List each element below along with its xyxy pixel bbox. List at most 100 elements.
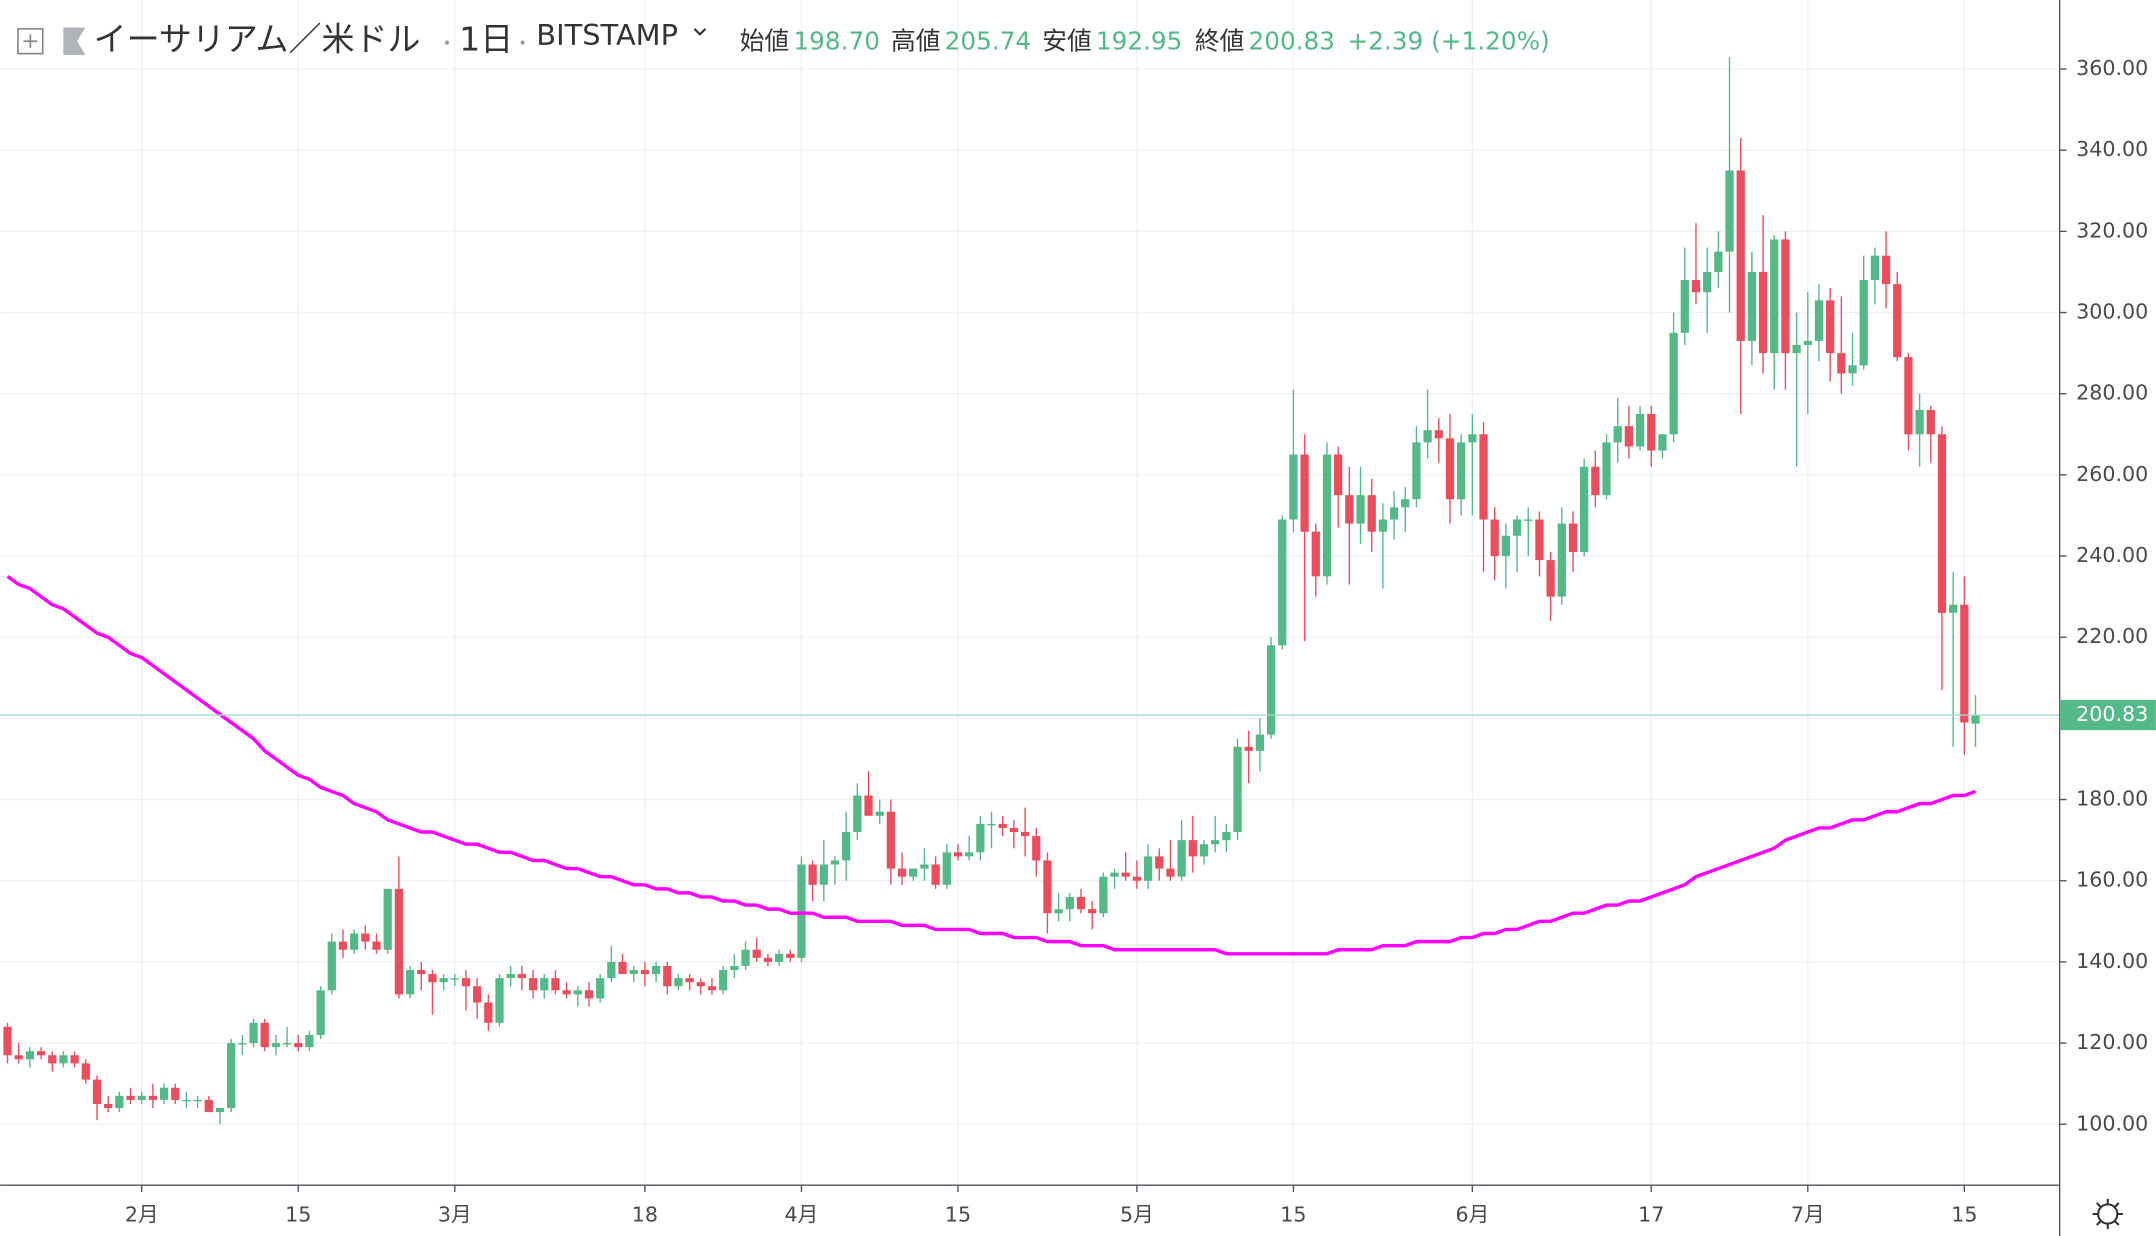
y-tick-label: 360.00 bbox=[2076, 56, 2148, 80]
candle-body bbox=[1445, 438, 1455, 500]
candle-body bbox=[59, 1055, 68, 1064]
candle-body bbox=[1334, 454, 1343, 496]
candle-body bbox=[1289, 454, 1298, 520]
candle-body bbox=[1434, 430, 1443, 439]
candle-body bbox=[1479, 434, 1488, 520]
y-tick-label: 260.00 bbox=[2076, 462, 2148, 486]
candle-body bbox=[1960, 604, 1969, 723]
candle-body bbox=[137, 1095, 146, 1100]
candle-body bbox=[864, 795, 873, 816]
candle-body bbox=[1311, 531, 1320, 577]
candle-body bbox=[1937, 434, 1947, 613]
candle-body bbox=[685, 978, 694, 983]
candle-body bbox=[1076, 896, 1086, 910]
y-tick-label: 100.00 bbox=[2076, 1111, 2148, 1135]
candle-body bbox=[853, 795, 862, 833]
candle-body bbox=[338, 941, 348, 950]
x-tick-label: 17 bbox=[1638, 1202, 1664, 1226]
candle-body bbox=[909, 868, 918, 877]
candle-body bbox=[1826, 300, 1835, 354]
candle-body bbox=[1300, 454, 1309, 532]
x-tick-label: 15 bbox=[1951, 1202, 1977, 1226]
candle-body bbox=[596, 978, 605, 999]
x-tick-label: 7月 bbox=[1791, 1202, 1825, 1226]
ohlc-label: 高値 bbox=[891, 27, 940, 56]
y-tick-label: 240.00 bbox=[2076, 543, 2148, 567]
candle-body bbox=[1557, 523, 1566, 597]
candle-body bbox=[1904, 357, 1913, 435]
candle-body bbox=[651, 965, 661, 975]
ohlc-label: 安値 bbox=[1042, 27, 1091, 56]
candle-body bbox=[461, 978, 471, 987]
candle-body bbox=[1512, 519, 1522, 536]
candle-body bbox=[439, 978, 448, 983]
plot bbox=[0, 56, 2060, 1125]
candle-body bbox=[450, 978, 459, 980]
candle-body bbox=[1669, 332, 1678, 435]
x-tick-label: 15 bbox=[945, 1202, 971, 1226]
candle-body bbox=[808, 864, 817, 885]
settings-icon[interactable] bbox=[2092, 1198, 2123, 1230]
candle-body bbox=[14, 1055, 23, 1060]
candle-body bbox=[741, 949, 750, 966]
candle-body bbox=[3, 1026, 12, 1056]
candle-body bbox=[640, 970, 650, 975]
moving-average bbox=[6, 574, 1977, 956]
candle-body bbox=[484, 1002, 493, 1023]
candle-body bbox=[1345, 495, 1354, 524]
candle-body bbox=[1222, 832, 1231, 841]
candle-body bbox=[562, 990, 571, 995]
x-tick-label: 3月 bbox=[438, 1202, 472, 1226]
candle-body bbox=[1881, 255, 1891, 285]
candle-body bbox=[584, 990, 594, 999]
exchange[interactable]: BITSTAMP bbox=[536, 18, 678, 52]
candle-body bbox=[148, 1095, 158, 1100]
candle-body bbox=[1781, 239, 1790, 354]
candle-body bbox=[227, 1043, 236, 1109]
candle-body bbox=[294, 1043, 303, 1048]
candle-body bbox=[1736, 170, 1745, 341]
candle-body bbox=[383, 888, 392, 950]
add-icon[interactable] bbox=[17, 28, 44, 55]
candle-body bbox=[1322, 454, 1332, 577]
candle-body bbox=[942, 852, 951, 885]
candle-body bbox=[528, 978, 538, 991]
candle-body bbox=[1255, 734, 1265, 751]
candle-body bbox=[1568, 523, 1578, 552]
candle-body bbox=[1814, 300, 1824, 341]
flag-icon[interactable] bbox=[63, 27, 86, 55]
candle-body bbox=[1389, 507, 1399, 520]
y-tick-label: 160.00 bbox=[2076, 868, 2148, 892]
candle-body bbox=[1848, 365, 1857, 374]
candle-body bbox=[1602, 442, 1611, 496]
symbol-title[interactable]: イーサリアム／米ドル bbox=[94, 20, 421, 59]
candle-body bbox=[1501, 535, 1511, 557]
candle-body bbox=[797, 864, 806, 958]
candle-body bbox=[752, 949, 761, 958]
chevron[interactable] bbox=[693, 28, 707, 36]
candle-body bbox=[193, 1099, 202, 1102]
interval[interactable]: 1日 bbox=[459, 20, 513, 59]
last-price-box bbox=[2059, 699, 2156, 731]
candle-body bbox=[1054, 909, 1063, 914]
candle-body bbox=[1635, 413, 1645, 447]
settings-gear-teeth bbox=[2092, 1198, 2123, 1230]
header: イーサリアム／米ドル 1日 BITSTAMP 始値 198.70 高値 205.… bbox=[17, 18, 1550, 59]
candle-body bbox=[774, 953, 784, 962]
ohlc-value: 205.74 bbox=[945, 27, 1032, 56]
candle-body bbox=[428, 974, 437, 983]
ohlc-value: 200.83 bbox=[1248, 27, 1335, 56]
candle-body bbox=[719, 970, 728, 991]
candle-body bbox=[25, 1051, 35, 1060]
candle-body bbox=[1233, 746, 1242, 833]
candle-body bbox=[1624, 426, 1634, 447]
candle-body bbox=[663, 965, 672, 987]
grid bbox=[0, 0, 2060, 1186]
candle-body bbox=[1032, 836, 1041, 861]
x-tick-label: 4月 bbox=[785, 1202, 819, 1226]
candle-body bbox=[1412, 442, 1421, 500]
candle-body bbox=[372, 941, 381, 950]
